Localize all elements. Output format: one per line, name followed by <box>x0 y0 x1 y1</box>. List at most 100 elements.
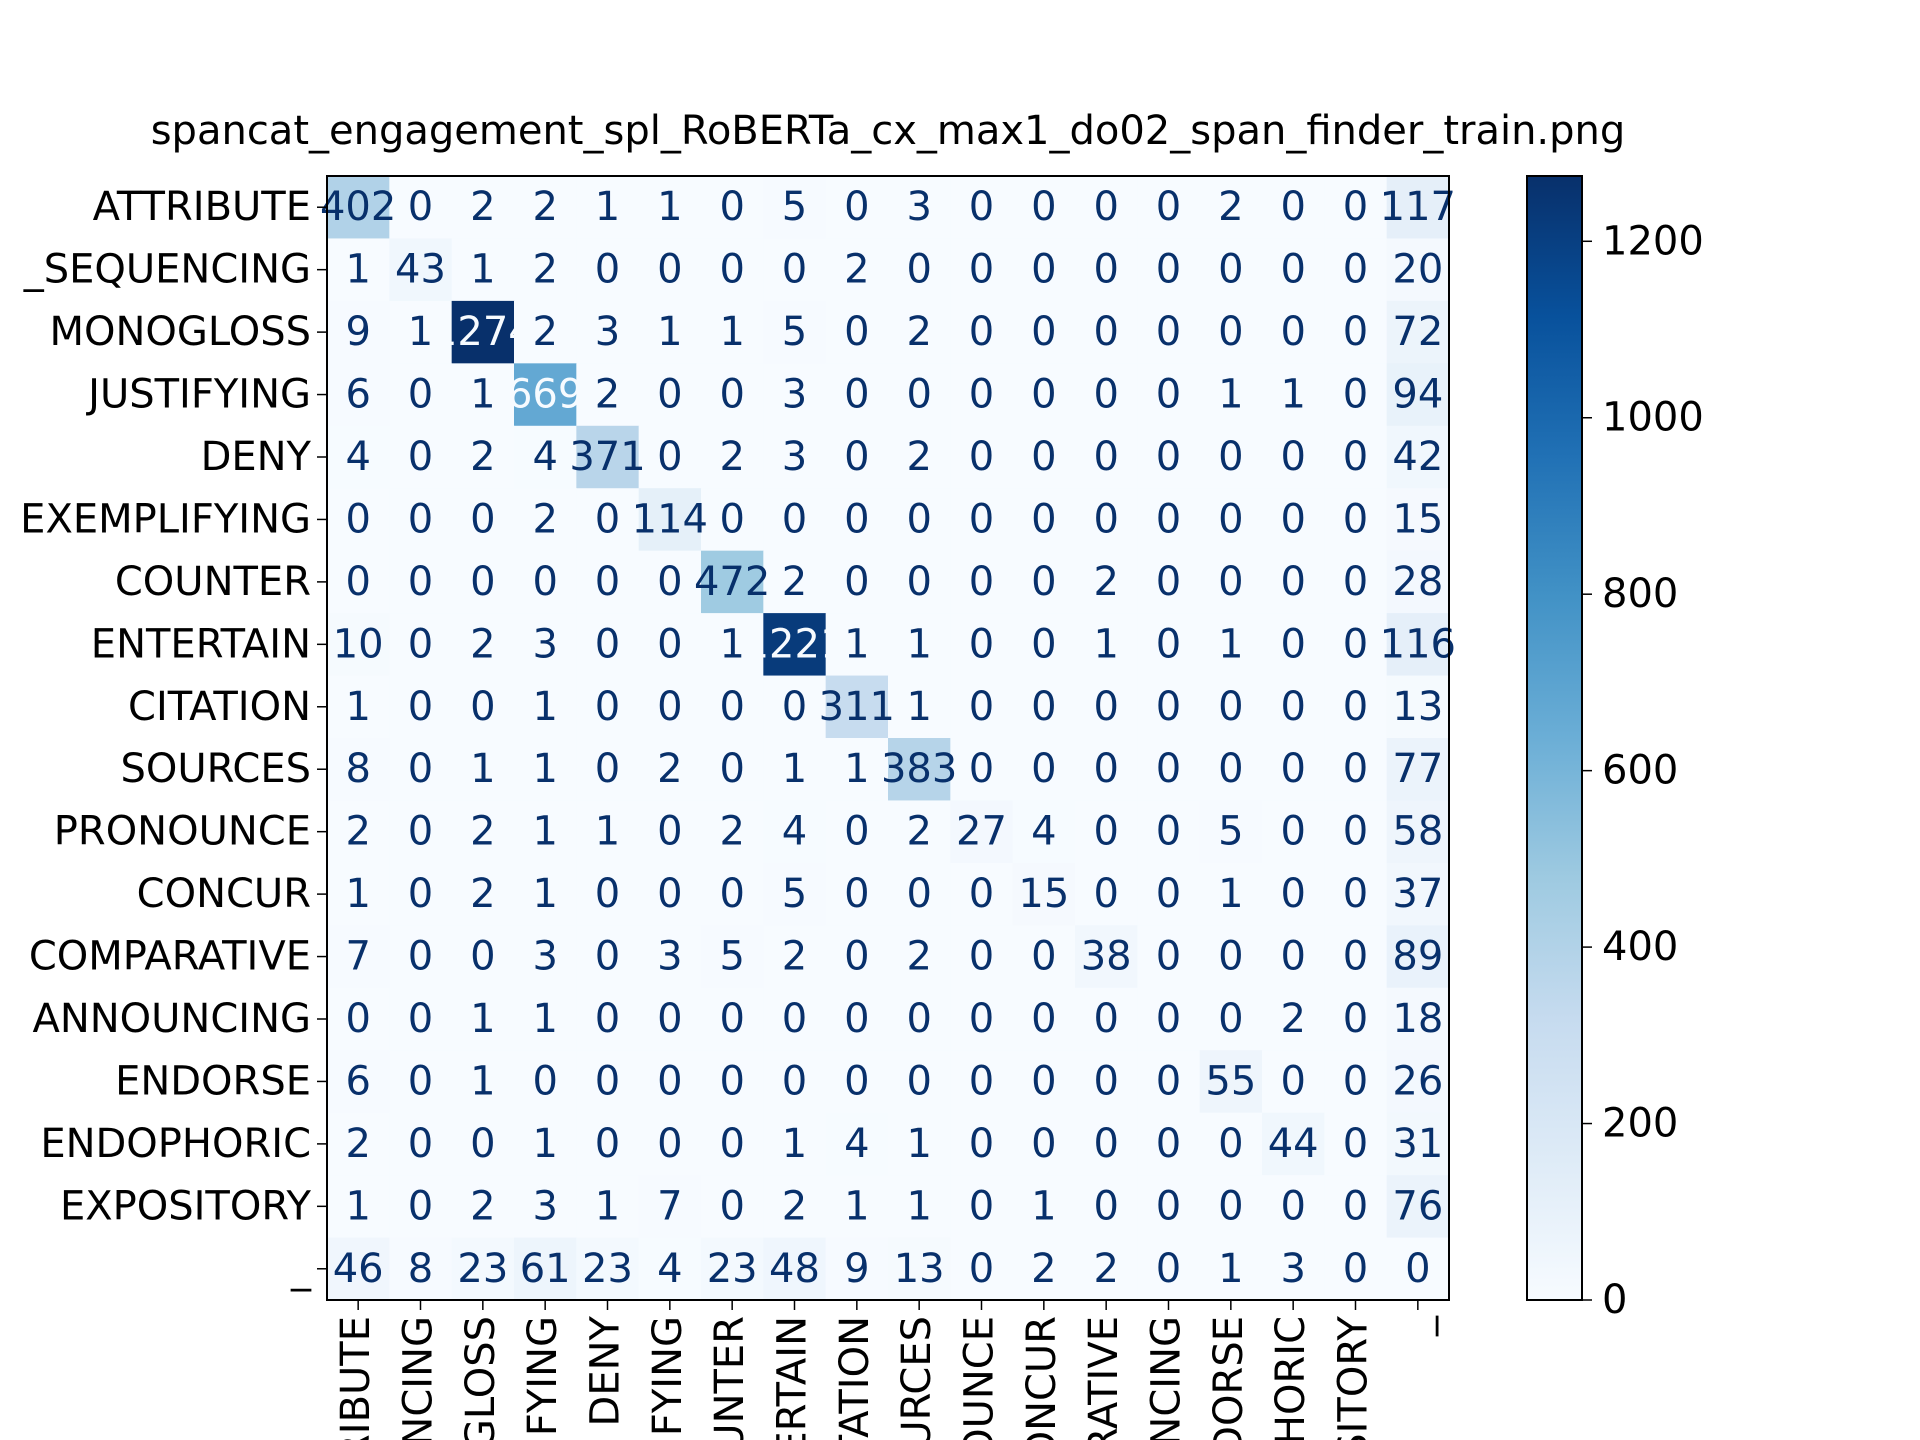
cell-label: 1 <box>1218 871 1243 917</box>
cell-label: 1 <box>532 1121 557 1167</box>
cell-label: 1 <box>345 1183 370 1229</box>
cell <box>638 238 702 302</box>
cell-label: 0 <box>1343 496 1368 542</box>
cell-label: 2 <box>1031 1246 1056 1292</box>
cell-label: 1 <box>1218 621 1243 667</box>
cell <box>451 862 515 926</box>
cell <box>825 987 889 1051</box>
cell-label: 0 <box>1031 559 1056 605</box>
cell <box>1324 987 1388 1051</box>
cell <box>389 738 453 801</box>
cell <box>763 550 827 614</box>
cell <box>1386 1112 1450 1176</box>
cell-label: 0 <box>906 496 931 542</box>
cell-label: 0 <box>470 496 495 542</box>
cell <box>1199 987 1263 1051</box>
cell <box>514 176 577 239</box>
cell-label: 0 <box>1156 934 1181 980</box>
cell-label: 2 <box>1093 1246 1118 1292</box>
cell-label: 1 <box>470 996 495 1042</box>
cell <box>888 550 951 614</box>
cell-label: 0 <box>1031 184 1056 230</box>
cell <box>1137 862 1201 926</box>
cell-label: 0 <box>844 559 869 605</box>
cell <box>950 363 1014 427</box>
x-tick-label: EXPOSITORY <box>1331 1315 1377 1440</box>
cell <box>763 1237 827 1301</box>
cell-label: 0 <box>844 871 869 917</box>
cell-label: 0 <box>1156 184 1181 230</box>
cell-label: 0 <box>532 1058 557 1104</box>
cell-label: 20 <box>1392 247 1443 293</box>
x-tick-label: ENTERTAIN <box>770 1316 816 1440</box>
cell <box>576 300 640 364</box>
cell <box>638 300 702 364</box>
cell-label: 0 <box>1280 871 1305 917</box>
cell-label: 669 <box>507 372 583 418</box>
cell <box>825 675 889 739</box>
cell-label: 0 <box>1343 247 1368 293</box>
cell-label: 0 <box>1343 559 1368 605</box>
cell <box>1075 1050 1138 1114</box>
cell-label: 0 <box>1218 309 1243 355</box>
cell <box>888 1237 951 1301</box>
cell-label: 0 <box>1218 496 1243 542</box>
cell-label: 2 <box>906 934 931 980</box>
cell <box>1075 176 1138 239</box>
cell-label: 1 <box>345 871 370 917</box>
cell-label: 0 <box>1156 809 1181 855</box>
cell-label: 472 <box>694 559 770 605</box>
y-tick-label: JUSTIFYING <box>85 372 311 418</box>
cell-label: 0 <box>1343 434 1368 480</box>
cell <box>701 925 764 989</box>
cell <box>1262 987 1325 1051</box>
cell-label: 0 <box>1031 434 1056 480</box>
cell-label: 0 <box>1280 247 1305 293</box>
cell-label: 0 <box>595 247 620 293</box>
cell <box>763 1112 827 1176</box>
cell-label: 0 <box>1218 1183 1243 1229</box>
cell-label: 0 <box>595 559 620 605</box>
cell-label: 1 <box>906 684 931 730</box>
cell-label: 0 <box>844 372 869 418</box>
cell-label: 0 <box>1156 247 1181 293</box>
cell-label: 0 <box>719 746 744 792</box>
cell-label: 48 <box>769 1246 820 1292</box>
cell-label: 0 <box>1218 934 1243 980</box>
cell <box>1199 1237 1263 1301</box>
cell <box>950 1175 1014 1239</box>
cell-label: 1 <box>595 184 620 230</box>
cell <box>825 613 889 677</box>
cell <box>1262 363 1325 427</box>
cell-label: 23 <box>582 1246 633 1292</box>
cell <box>888 613 951 677</box>
cell-label: 0 <box>1031 684 1056 730</box>
cell <box>451 176 515 239</box>
cell-label: 0 <box>719 372 744 418</box>
cell-label: 0 <box>408 996 433 1042</box>
cell <box>576 800 640 864</box>
cell-label: 0 <box>595 621 620 667</box>
cell <box>638 1175 702 1239</box>
cell-label: 0 <box>1156 559 1181 605</box>
cell-label: 4 <box>1031 809 1056 855</box>
cell <box>950 738 1014 801</box>
cell <box>763 300 827 364</box>
cell-label: 402 <box>320 184 396 230</box>
cell-label: 0 <box>1156 309 1181 355</box>
cell <box>1199 862 1263 926</box>
cell <box>514 987 577 1051</box>
chart-title: spancat_engagement_spl_RoBERTa_cx_max1_d… <box>151 108 1626 154</box>
y-tick-label: DENY <box>201 434 312 480</box>
cell-label: 26 <box>1392 1058 1443 1104</box>
y-tick-label: PRONOUNCE <box>54 809 311 855</box>
cell-label: 0 <box>1218 1121 1243 1167</box>
x-tick-label: PRONOUNCE <box>957 1316 1003 1440</box>
cell-label: 0 <box>969 621 994 667</box>
cell <box>825 1050 889 1114</box>
cell <box>1386 488 1450 552</box>
cell <box>327 738 390 801</box>
cell <box>576 1237 640 1301</box>
cell <box>1386 1237 1450 1301</box>
